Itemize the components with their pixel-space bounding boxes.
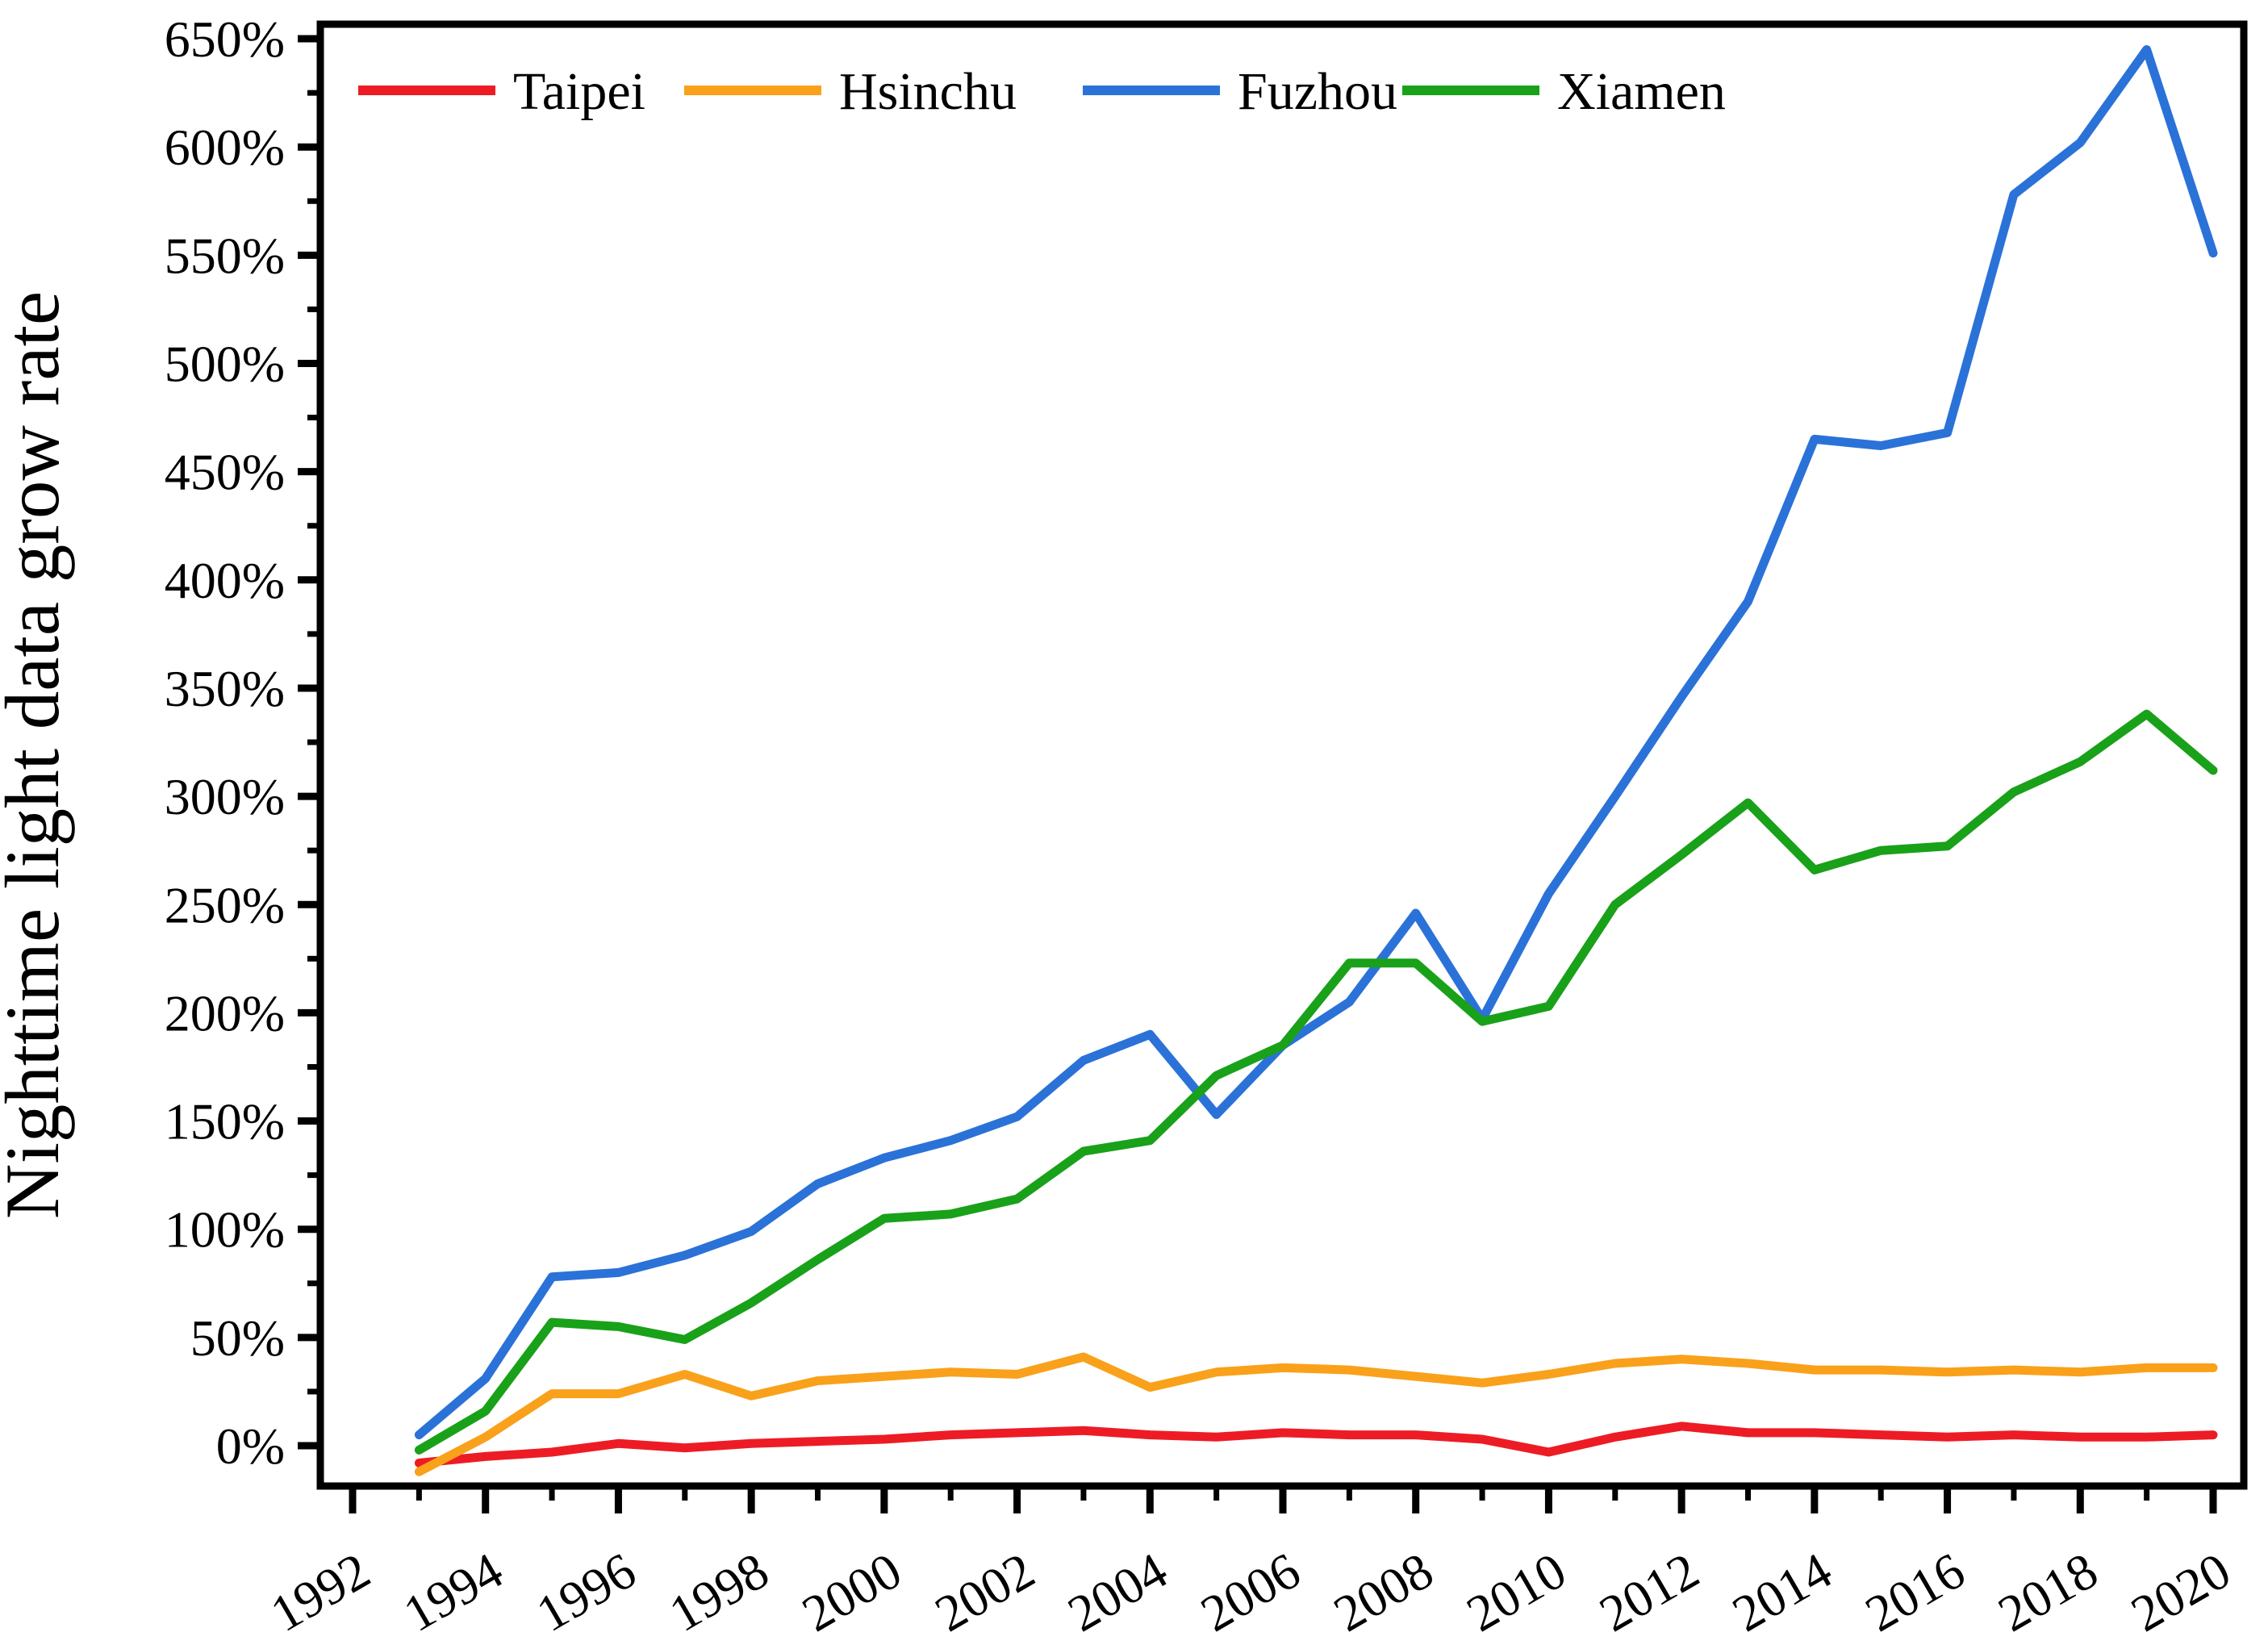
series-line-xiamen (414, 709, 2218, 1455)
y-axis-tick-label: 250% (165, 876, 285, 933)
y-axis-tick-label: 500% (165, 336, 285, 393)
legend-label-fuzhou: Fuzhou (1238, 62, 1397, 121)
y-axis-tick-label: 400% (165, 552, 285, 609)
series-line-hsinchu (414, 1352, 2218, 1476)
y-axis-tick-label: 300% (165, 768, 285, 825)
y-axis-tick-label: 50% (190, 1309, 285, 1367)
y-axis-tick-label: 0% (216, 1417, 285, 1475)
series-line-fuzhou (414, 45, 2218, 1440)
y-axis-tick-label: 150% (165, 1093, 285, 1150)
y-axis-tick-label: 100% (165, 1201, 285, 1259)
y-axis-title: Nighttime light data grow rate (0, 291, 75, 1219)
y-axis-tick-label: 350% (165, 660, 285, 717)
legend-label-taipei: Taipei (513, 62, 645, 121)
y-axis-tick-label: 650% (165, 10, 285, 68)
y-axis-tick-label: 450% (165, 444, 285, 501)
y-axis-tick-label: 600% (165, 119, 285, 176)
y-axis-tick-label: 550% (165, 227, 285, 284)
legend-label-xiamen: Xiamen (1557, 62, 1726, 121)
legend: Taipei Hsinchu Fuzhou Xiamen (358, 62, 1726, 121)
legend-label-hsinchu: Hsinchu (839, 62, 1017, 121)
series-line-taipei (414, 1421, 2218, 1467)
y-axis-tick-label: 200% (165, 984, 285, 1042)
